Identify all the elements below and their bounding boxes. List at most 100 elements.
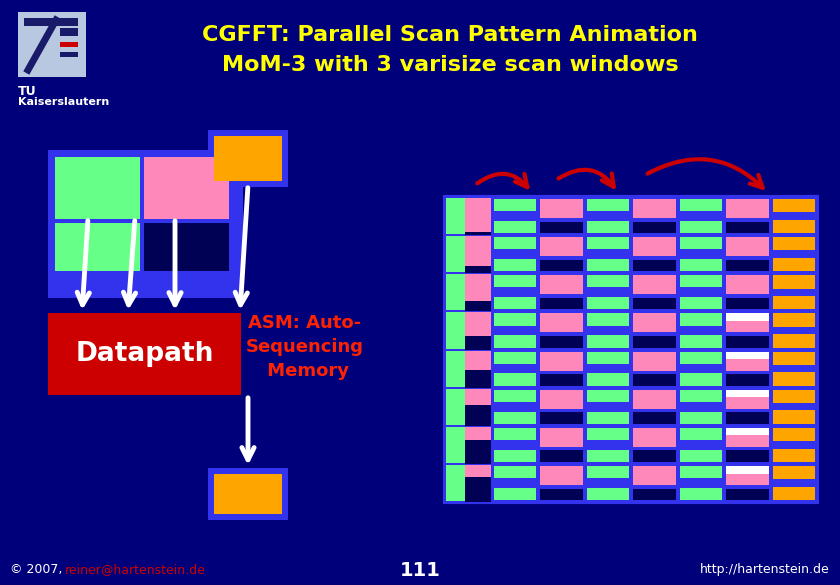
Bar (633, 336, 675, 347)
Bar (446, 465, 465, 501)
Bar (773, 372, 815, 386)
Bar (494, 276, 536, 287)
Text: TU: TU (18, 85, 37, 98)
Bar (465, 405, 491, 426)
Bar (633, 260, 675, 271)
Bar (633, 374, 675, 386)
Bar (773, 314, 815, 326)
Bar (773, 220, 815, 233)
Bar (726, 199, 769, 218)
Bar (494, 390, 536, 402)
Bar (586, 412, 629, 424)
Bar (540, 314, 582, 332)
Bar (446, 198, 465, 234)
Bar (55, 223, 140, 271)
Bar (680, 259, 722, 271)
Bar (633, 222, 675, 233)
Text: Datapath: Datapath (76, 341, 213, 367)
Bar (726, 298, 769, 309)
Bar (633, 488, 675, 500)
Bar (586, 199, 629, 211)
Bar (680, 390, 722, 402)
Bar (586, 450, 629, 462)
Bar (680, 466, 722, 478)
Bar (60, 42, 78, 47)
Bar (680, 373, 722, 386)
Bar (726, 352, 769, 370)
Bar (680, 412, 722, 424)
Bar (446, 350, 465, 387)
Bar (214, 474, 282, 514)
Bar (208, 468, 288, 520)
Bar (586, 428, 629, 440)
Bar (446, 274, 465, 311)
Bar (494, 221, 536, 233)
Bar (465, 301, 491, 311)
Bar (540, 222, 582, 233)
Bar (586, 237, 629, 249)
Bar (680, 450, 722, 462)
Bar (586, 335, 629, 347)
Bar (540, 199, 582, 218)
Bar (586, 297, 629, 309)
Bar (726, 450, 769, 462)
Bar (540, 412, 582, 424)
Bar (726, 466, 769, 485)
Bar (540, 466, 582, 485)
Bar (633, 428, 675, 447)
Bar (465, 465, 491, 478)
Bar (773, 428, 815, 441)
Bar (773, 296, 815, 309)
Bar (540, 352, 582, 370)
Bar (540, 276, 582, 294)
Bar (586, 276, 629, 287)
Bar (446, 388, 465, 425)
Bar (726, 352, 769, 359)
Bar (726, 466, 769, 473)
Bar (633, 390, 675, 409)
Bar (55, 157, 140, 219)
Bar (773, 411, 815, 424)
Bar (465, 477, 491, 502)
Bar (633, 466, 675, 485)
Text: Sequencing: Sequencing (246, 338, 364, 356)
Bar (494, 314, 536, 326)
Bar (726, 428, 769, 447)
Bar (680, 488, 722, 500)
Bar (633, 237, 675, 256)
Text: ASM: Auto-: ASM: Auto- (249, 314, 361, 332)
Bar (680, 237, 722, 249)
Bar (446, 236, 465, 272)
Bar (540, 450, 582, 462)
Bar (773, 352, 815, 365)
Text: reiner@hartenstein.de: reiner@hartenstein.de (65, 563, 206, 576)
Text: MoM-3 with 3 varisize scan windows: MoM-3 with 3 varisize scan windows (222, 55, 679, 75)
Bar (680, 335, 722, 347)
Bar (540, 260, 582, 271)
Bar (465, 198, 491, 233)
Bar (726, 237, 769, 256)
Bar (680, 297, 722, 309)
Bar (494, 259, 536, 271)
Bar (494, 237, 536, 249)
Bar (586, 466, 629, 478)
Bar (773, 258, 815, 271)
Bar (726, 390, 769, 409)
Bar (680, 199, 722, 211)
Bar (773, 487, 815, 500)
Bar (773, 276, 815, 288)
Bar (494, 352, 536, 364)
Bar (494, 373, 536, 386)
Bar (465, 370, 491, 388)
Text: © 2007,: © 2007, (10, 563, 71, 576)
Bar (445, 197, 817, 502)
Bar (586, 221, 629, 233)
Bar (726, 390, 769, 397)
Bar (586, 352, 629, 364)
Bar (726, 260, 769, 271)
Bar (60, 28, 78, 36)
Bar (494, 199, 536, 211)
Bar (726, 412, 769, 424)
Bar (586, 314, 629, 326)
Bar (726, 314, 769, 332)
